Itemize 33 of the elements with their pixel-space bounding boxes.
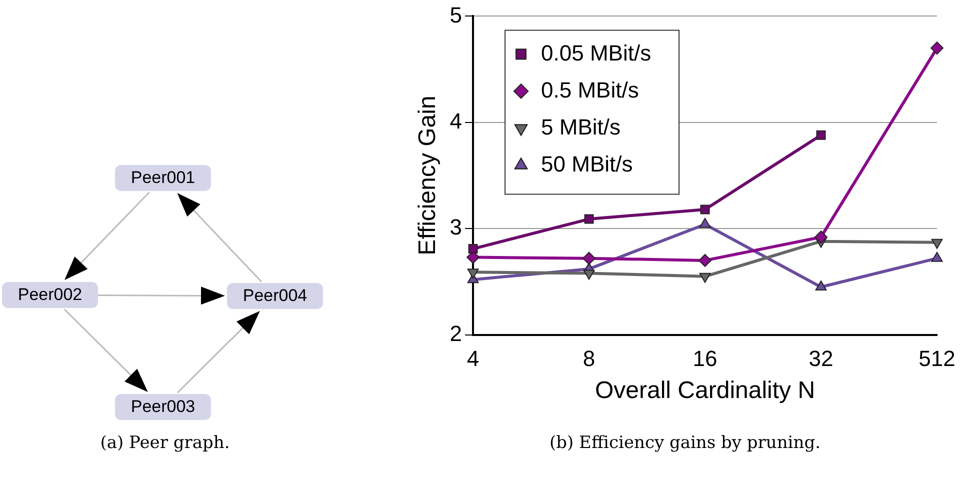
y-tick-label: 3 (450, 214, 462, 240)
y-tick-label: 4 (450, 108, 462, 134)
point (814, 230, 828, 244)
point (468, 244, 478, 254)
x-tick-label: 4 (466, 346, 480, 372)
x-tick-label: 32 (808, 346, 834, 372)
x-tick-label: 512 (918, 346, 956, 372)
text: Peer001 (115, 165, 211, 191)
text: Peer002 (2, 282, 98, 308)
text: (b) Efficiency gains by pruning. (550, 433, 820, 453)
legend-label: 5 MBit/s (541, 114, 621, 140)
x-axis-title: Overall Cardinality N (594, 377, 816, 404)
point (467, 268, 479, 279)
y-tick-label: 5 (450, 2, 462, 28)
point (584, 214, 594, 224)
legend-label: 0.5 MBit/s (541, 77, 639, 102)
x-tick-label: 16 (692, 346, 718, 372)
text: (a) Peer graph. (100, 433, 230, 453)
point (700, 204, 710, 214)
text: Peer004 (227, 283, 323, 309)
point (699, 272, 711, 283)
x-tick-label: 8 (582, 346, 596, 372)
point (582, 252, 596, 265)
legend-label: 50 MBit/s (541, 151, 633, 176)
y-tick-label: 2 (450, 320, 462, 346)
point (583, 270, 595, 280)
point (816, 130, 826, 140)
point (931, 238, 943, 249)
point (930, 42, 944, 55)
point (698, 254, 712, 267)
y-axis-title: Efficiency Gain (414, 96, 442, 256)
legend-label: 0.05 MBit/s (541, 40, 652, 66)
text: Peer003 (115, 394, 211, 420)
